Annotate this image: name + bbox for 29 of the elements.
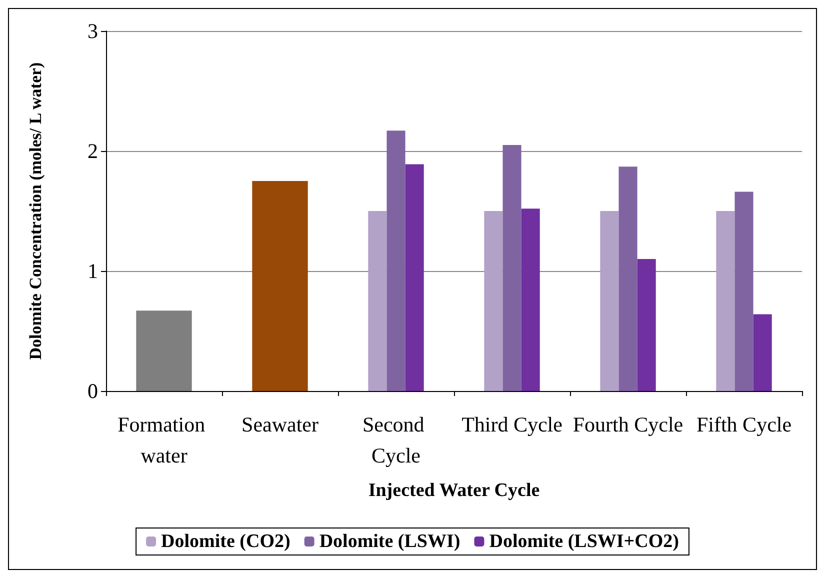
- bar: [502, 145, 522, 391]
- y-axis-title: Dolomite Concentration (moles/ L water): [26, 62, 45, 360]
- bar: [405, 164, 424, 391]
- bar: [716, 211, 735, 391]
- bar: [252, 181, 308, 391]
- x-axis-title: Injected Water Cycle: [368, 480, 540, 501]
- bar: [136, 310, 192, 391]
- bar: [386, 130, 406, 391]
- bar: [368, 211, 387, 391]
- x-tick-label: Seawater: [242, 412, 318, 436]
- bar: [753, 314, 772, 391]
- legend-label: Dolomite (LSWI+CO2): [489, 531, 679, 552]
- bar: [484, 211, 503, 391]
- y-tick-label: 3: [88, 19, 98, 43]
- bar: [734, 192, 754, 391]
- x-tick-label: Third Cycle: [462, 412, 562, 436]
- bar: [600, 211, 619, 391]
- x-tick-label: Fourth Cycle: [572, 412, 684, 436]
- legend-label: Dolomite (CO2): [161, 531, 290, 552]
- y-tick-label: 0: [88, 379, 98, 403]
- y-tick-label: 1: [88, 259, 98, 283]
- x-tick-label: Fifth Cycle: [696, 412, 792, 436]
- legend-label: Dolomite (LSWI): [319, 531, 460, 552]
- bar: [637, 259, 656, 391]
- bar: [521, 208, 540, 391]
- y-tick-label: 2: [88, 139, 98, 163]
- bar: [618, 166, 638, 391]
- x-tick-label: Formation water: [118, 412, 210, 468]
- x-tick-label: Second Cycle: [362, 412, 430, 468]
